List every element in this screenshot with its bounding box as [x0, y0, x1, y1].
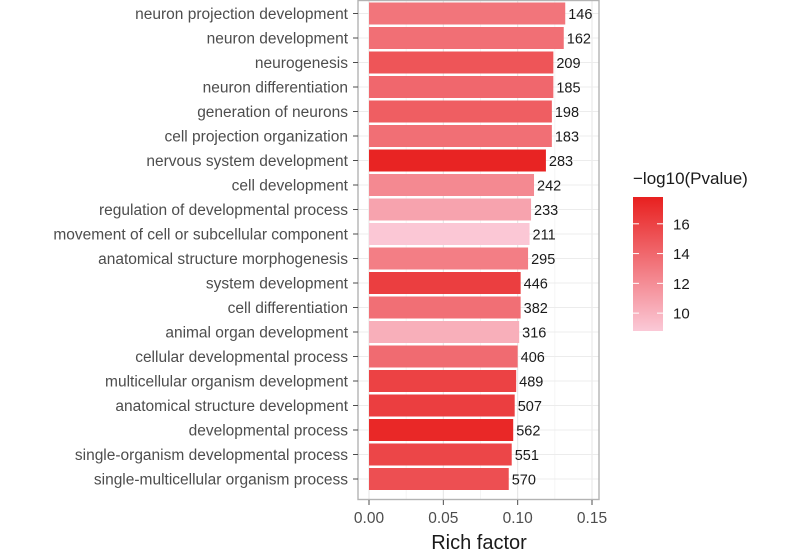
bar-value-label: 242 [537, 179, 561, 195]
bar [369, 2, 566, 25]
category-label: developmental process [189, 423, 349, 440]
bar-value-label: 570 [512, 473, 536, 489]
bar-value-label: 185 [556, 81, 580, 97]
category-label: cell differentiation [228, 300, 348, 317]
legend-tick-label: 10 [673, 306, 690, 323]
category-label: cell development [232, 178, 349, 195]
category-label: nervous system development [146, 153, 348, 170]
bar [369, 443, 512, 466]
x-axis-ticks: 0.00 0.05 0.10 0.15 [354, 500, 607, 527]
category-label: anatomical structure morphogenesis [98, 251, 348, 268]
category-label: single-multicellular organism process [94, 472, 348, 489]
category-label: generation of neurons [197, 104, 348, 121]
category-label: animal organ development [165, 325, 348, 342]
bar [369, 419, 514, 441]
bar-value-label: 209 [556, 56, 580, 72]
category-labels: neuron projection development neuron deve… [53, 6, 358, 489]
panel-border [357, 0, 600, 501]
bar [369, 76, 554, 98]
bar [369, 125, 552, 147]
x-tick-label: 0.05 [428, 510, 458, 527]
legend-colorbar [633, 197, 663, 331]
category-label: cellular developmental process [135, 349, 348, 366]
bars: 146 162 209 185 198 183 283 242 233 211 295 446 382 3… [369, 2, 592, 490]
legend-title: −log10(Pvalue) [633, 169, 748, 188]
category-label: cell projection organization [164, 129, 348, 146]
bar-value-label: 295 [531, 252, 555, 268]
category-label: neurogenesis [255, 55, 348, 72]
bar [369, 468, 509, 490]
bar [369, 27, 564, 49]
bar [369, 100, 552, 123]
bar [369, 321, 520, 343]
bar-value-label: 162 [567, 32, 591, 48]
bar-value-label: 562 [516, 424, 540, 440]
bar-value-label: 198 [555, 105, 579, 121]
x-tick-label: 0.00 [354, 510, 385, 527]
bar-value-label: 446 [524, 277, 548, 293]
category-label: neuron development [207, 31, 349, 48]
category-label: anatomical structure development [115, 398, 348, 415]
bar-value-label: 283 [549, 154, 573, 170]
bar-value-label: 507 [518, 399, 542, 415]
bar [369, 247, 529, 270]
category-label: single-organism developmental process [75, 447, 348, 464]
bar-value-label: 489 [519, 375, 543, 391]
category-label: multicellular organism development [105, 374, 349, 391]
bar-value-label: 382 [524, 301, 548, 317]
bar [369, 345, 518, 368]
bar [369, 149, 546, 172]
bar [369, 174, 535, 196]
category-label: system development [206, 276, 349, 293]
bar-value-label: 211 [533, 228, 556, 244]
bar [369, 296, 521, 319]
legend-tick-label: 16 [673, 216, 690, 233]
bar [369, 51, 554, 74]
x-tick-label: 0.10 [503, 510, 534, 527]
bar-value-label: 406 [521, 350, 545, 366]
x-tick-label: 0.15 [577, 510, 607, 527]
legend-tick-label: 14 [673, 246, 690, 263]
bar-value-label: 233 [534, 203, 558, 219]
bar-value-label: 146 [568, 7, 592, 23]
category-label: regulation of developmental process [99, 202, 348, 219]
category-label: movement of cell or subcellular componen… [53, 227, 348, 244]
bar [369, 198, 532, 221]
category-label: neuron projection development [135, 6, 349, 23]
legend-tick-label: 12 [673, 276, 690, 293]
color-legend: −log10(Pvalue) 10 12 14 16 [633, 169, 748, 331]
bar [369, 223, 530, 245]
bar [369, 370, 517, 392]
bar [369, 394, 515, 417]
bar [369, 272, 521, 294]
bar-value-label: 316 [522, 326, 546, 342]
bar-value-label: 183 [555, 130, 579, 146]
bar-value-label: 551 [515, 448, 539, 464]
category-label: neuron differentiation [203, 80, 348, 97]
legend-ticks: 10 12 14 16 [633, 216, 690, 323]
x-axis-title: Rich factor [431, 532, 527, 554]
